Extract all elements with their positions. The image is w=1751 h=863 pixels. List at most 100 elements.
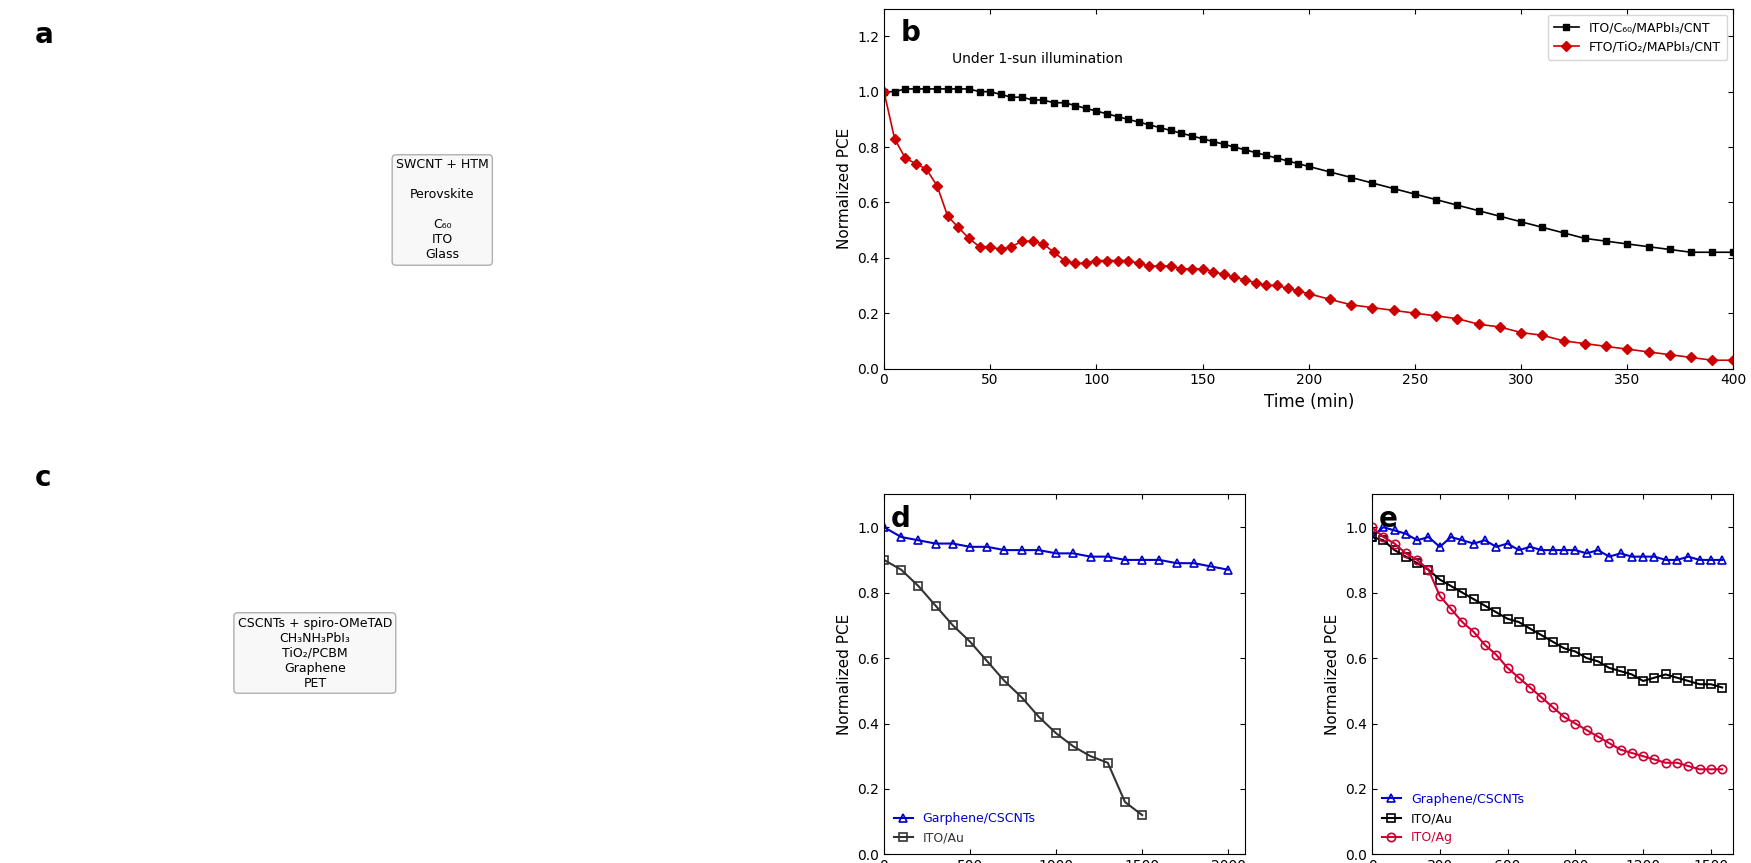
ITO/Ag bbox=[1576, 725, 1597, 735]
Text: b: b bbox=[902, 20, 921, 47]
Graphene/CSCNTs bbox=[1565, 545, 1586, 555]
Y-axis label: Normalized PCE: Normalized PCE bbox=[837, 614, 851, 735]
ITO/Ag bbox=[1621, 747, 1642, 758]
Text: Under 1-sun illumination: Under 1-sun illumination bbox=[953, 52, 1122, 66]
Y-axis label: Normalized PCE: Normalized PCE bbox=[1324, 614, 1340, 735]
ITO/Ag bbox=[1520, 683, 1541, 693]
Garphene/CSCNTs bbox=[1098, 551, 1119, 562]
Graphene/CSCNTs bbox=[1530, 545, 1551, 555]
Text: a: a bbox=[35, 21, 53, 48]
ITO/Au bbox=[942, 620, 963, 631]
Text: CSCNTs + spiro-OMeTAD
CH₃NH₃PbI₃
TiO₂/PCBM
Graphene
PET: CSCNTs + spiro-OMeTAD CH₃NH₃PbI₃ TiO₂/PC… bbox=[238, 616, 392, 690]
Graphene/CSCNTs bbox=[1588, 545, 1609, 555]
ITO/Au bbox=[1441, 581, 1462, 591]
ITO/Ag bbox=[1487, 650, 1508, 660]
ITO/Au bbox=[1373, 535, 1394, 545]
Garphene/CSCNTs bbox=[874, 522, 895, 532]
Graphene/CSCNTs bbox=[1418, 532, 1439, 542]
FTO/TiO₂/MAPbI₃/CNT bbox=[1023, 236, 1044, 246]
Graphene/CSCNTs bbox=[1464, 539, 1485, 549]
ITO/Au bbox=[1700, 679, 1721, 690]
Line: ITO/Au: ITO/Au bbox=[879, 556, 1147, 819]
FTO/TiO₂/MAPbI₃/CNT bbox=[1002, 242, 1023, 252]
ITO/Au bbox=[1362, 532, 1383, 542]
ITO/Au bbox=[1712, 683, 1733, 693]
Graphene/CSCNTs bbox=[1508, 545, 1529, 555]
ITO/Au bbox=[1690, 679, 1711, 690]
Garphene/CSCNTs bbox=[1063, 548, 1084, 558]
Graphene/CSCNTs bbox=[1497, 539, 1518, 549]
ITO/Au bbox=[1644, 672, 1665, 683]
ITO/Au bbox=[925, 601, 946, 611]
Garphene/CSCNTs bbox=[1080, 551, 1101, 562]
Graphene/CSCNTs bbox=[1441, 532, 1462, 542]
FTO/TiO₂/MAPbI₃/CNT bbox=[1553, 336, 1574, 346]
Graphene/CSCNTs bbox=[1655, 555, 1676, 565]
ITO/Au bbox=[1621, 669, 1642, 679]
ITO/Au bbox=[891, 564, 912, 575]
Graphene/CSCNTs bbox=[1373, 522, 1394, 532]
ITO/C₆₀/MAPbI₃/CNT bbox=[1723, 247, 1744, 257]
ITO/Ag bbox=[1700, 764, 1721, 774]
ITO/Au bbox=[909, 581, 930, 591]
ITO/Au bbox=[1520, 623, 1541, 633]
ITO/Ag bbox=[1712, 764, 1733, 774]
ITO/Ag bbox=[1464, 627, 1485, 637]
ITO/C₆₀/MAPbI₃/CNT bbox=[874, 86, 895, 97]
ITO/Ag bbox=[1362, 522, 1383, 532]
ITO/Au bbox=[1588, 656, 1609, 666]
FTO/TiO₂/MAPbI₃/CNT bbox=[874, 86, 895, 97]
ITO/Au bbox=[1487, 607, 1508, 617]
FTO/TiO₂/MAPbI₃/CNT bbox=[1255, 280, 1276, 291]
ITO/Au bbox=[1418, 564, 1439, 575]
ITO/Ag bbox=[1599, 738, 1620, 748]
ITO/Ag bbox=[1632, 751, 1653, 761]
ITO/Au bbox=[1383, 545, 1404, 555]
Line: ITO/Au: ITO/Au bbox=[1368, 532, 1726, 691]
Garphene/CSCNTs bbox=[1010, 545, 1031, 555]
ITO/C₆₀/MAPbI₃/CNT bbox=[1012, 92, 1033, 103]
ITO/Ag bbox=[1418, 564, 1439, 575]
Garphene/CSCNTs bbox=[909, 535, 930, 545]
Garphene/CSCNTs bbox=[1166, 558, 1187, 569]
ITO/C₆₀/MAPbI₃/CNT bbox=[895, 84, 916, 94]
Graphene/CSCNTs bbox=[1362, 532, 1383, 542]
ITO/Au bbox=[1028, 712, 1049, 722]
Graphene/CSCNTs bbox=[1632, 551, 1653, 562]
ITO/Au bbox=[1667, 672, 1688, 683]
ITO/Ag bbox=[1396, 548, 1417, 558]
X-axis label: Time (min): Time (min) bbox=[1264, 393, 1354, 411]
ITO/Au bbox=[1553, 643, 1574, 653]
Garphene/CSCNTs bbox=[1045, 548, 1066, 558]
ITO/Au bbox=[1406, 558, 1427, 569]
FTO/TiO₂/MAPbI₃/CNT bbox=[1096, 255, 1117, 266]
ITO/C₆₀/MAPbI₃/CNT bbox=[1107, 111, 1128, 122]
Garphene/CSCNTs bbox=[891, 532, 912, 542]
ITO/Ag bbox=[1406, 555, 1427, 565]
FTO/TiO₂/MAPbI₃/CNT bbox=[1213, 269, 1234, 280]
ITO/Au bbox=[874, 555, 895, 565]
ITO/Au bbox=[1609, 666, 1630, 677]
Graphene/CSCNTs bbox=[1690, 555, 1711, 565]
ITO/Au bbox=[960, 637, 981, 647]
Graphene/CSCNTs bbox=[1621, 551, 1642, 562]
ITO/Ag bbox=[1565, 718, 1586, 728]
ITO/Au bbox=[1508, 617, 1529, 627]
ITO/Au bbox=[1131, 810, 1152, 821]
ITO/Au bbox=[1677, 676, 1698, 686]
ITO/Au bbox=[1080, 751, 1101, 761]
Line: ITO/Ag: ITO/Ag bbox=[1368, 523, 1726, 773]
ITO/Au bbox=[1576, 653, 1597, 664]
ITO/Ag bbox=[1429, 591, 1450, 602]
Legend: Graphene/CSCNTs, ITO/Au, ITO/Ag: Graphene/CSCNTs, ITO/Au, ITO/Ag bbox=[1378, 789, 1527, 848]
ITO/Au bbox=[1543, 637, 1564, 647]
ITO/Au bbox=[1565, 646, 1586, 657]
ITO/Au bbox=[1396, 551, 1417, 562]
Graphene/CSCNTs bbox=[1667, 555, 1688, 565]
ITO/C₆₀/MAPbI₃/CNT bbox=[1681, 247, 1702, 257]
ITO/Au bbox=[1464, 594, 1485, 604]
ITO/Au bbox=[995, 676, 1016, 686]
Graphene/CSCNTs bbox=[1396, 528, 1417, 539]
ITO/Au bbox=[1632, 676, 1653, 686]
ITO/Au bbox=[977, 656, 998, 666]
